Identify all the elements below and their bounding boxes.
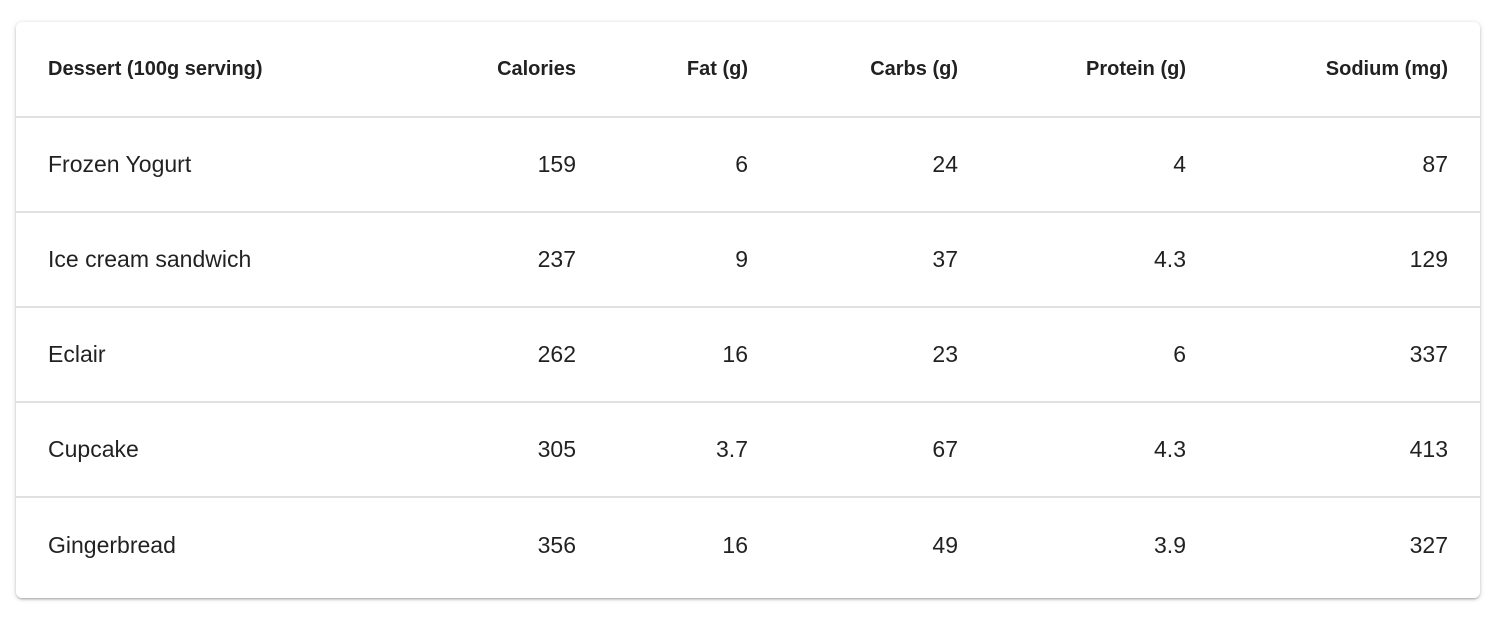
cell-dessert: Gingerbread xyxy=(48,532,176,558)
cell-dessert: Cupcake xyxy=(16,402,400,498)
table-row: Frozen Yogurt 159 6 24 4 87 xyxy=(16,117,1480,213)
header-dessert: Dessert (100g serving) xyxy=(16,22,400,118)
cell-calories: 262 xyxy=(400,307,608,403)
header-protein: Protein (g) xyxy=(990,22,1218,118)
cell-sodium: 129 xyxy=(1218,212,1480,308)
cell-fat: 16 xyxy=(722,532,748,558)
cell-protein: 4.3 xyxy=(990,212,1218,308)
cell-protein: 4 xyxy=(990,117,1218,213)
header-calories: Calories xyxy=(400,22,608,118)
cell-carbs: 49 xyxy=(932,532,958,558)
table-row: Eclair 262 16 23 6 337 xyxy=(16,307,1480,403)
cell-dessert: Ice cream sandwich xyxy=(16,212,400,308)
table-row: Ice cream sandwich 237 9 37 4.3 129 xyxy=(16,212,1480,308)
cell-protein: 3.9 xyxy=(1154,532,1186,558)
cell-carbs: 67 xyxy=(780,402,990,498)
cell-fat: 6 xyxy=(608,117,780,213)
cell-dessert: Eclair xyxy=(16,307,400,403)
cell-fat: 16 xyxy=(608,307,780,403)
header-fat: Fat (g) xyxy=(608,22,780,118)
cell-protein: 4.3 xyxy=(990,402,1218,498)
table-header-row: Dessert (100g serving) Calories Fat (g) … xyxy=(16,22,1480,118)
cell-calories: 305 xyxy=(400,402,608,498)
cell-sodium: 87 xyxy=(1218,117,1480,213)
cell-protein: 6 xyxy=(990,307,1218,403)
header-sodium: Sodium (mg) xyxy=(1218,22,1480,118)
cell-sodium: 327 xyxy=(1409,532,1448,558)
cell-carbs: 24 xyxy=(780,117,990,213)
cell-dessert: Frozen Yogurt xyxy=(16,117,400,213)
cell-sodium: 337 xyxy=(1218,307,1480,403)
table-row: Gingerbread 356 16 49 3.9 327 xyxy=(16,497,1480,593)
cell-fat: 3.7 xyxy=(608,402,780,498)
cell-carbs: 23 xyxy=(780,307,990,403)
cell-fat: 9 xyxy=(608,212,780,308)
cell-sodium: 413 xyxy=(1218,402,1480,498)
table-row: Cupcake 305 3.7 67 4.3 413 xyxy=(16,402,1480,498)
cell-carbs: 37 xyxy=(780,212,990,308)
header-carbs: Carbs (g) xyxy=(780,22,990,118)
cell-calories: 237 xyxy=(400,212,608,308)
desserts-table: Dessert (100g serving) Calories Fat (g) … xyxy=(16,22,1480,593)
desserts-table-card: Dessert (100g serving) Calories Fat (g) … xyxy=(16,22,1480,598)
cell-calories: 356 xyxy=(537,532,576,558)
cell-calories: 159 xyxy=(400,117,608,213)
